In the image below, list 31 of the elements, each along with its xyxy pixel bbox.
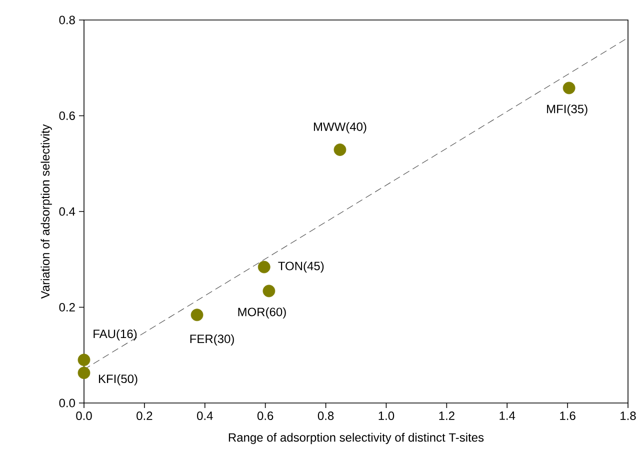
annotation: TON(45) xyxy=(278,261,324,273)
point xyxy=(334,144,346,156)
annotation: MOR(60) xyxy=(238,307,286,319)
annotation: MFI(35) xyxy=(547,104,588,116)
y-axis-title: Variation of adsorption selectivity xyxy=(40,124,52,299)
x-tick-label: 0.0 xyxy=(76,412,92,420)
x-tick-label: 0.6 xyxy=(257,412,274,420)
point xyxy=(78,366,90,380)
x-tick-label: 0.2 xyxy=(136,412,152,420)
x-tick-label: 1.8 xyxy=(620,412,636,420)
point xyxy=(562,82,576,94)
point xyxy=(78,354,90,366)
annotation: FAU(16) xyxy=(94,329,137,340)
x-axis-title: Range of adsorption selectivity of distinct T-sites xyxy=(228,432,484,444)
annotation: FER(30) xyxy=(190,334,234,346)
annotation: MWW(40) xyxy=(314,122,366,134)
y-tick-label: 0.6 xyxy=(59,112,75,120)
y-tick-label: 0.4 xyxy=(59,207,76,216)
x-tick-label: 0.4 xyxy=(197,412,213,420)
x-tick-label: 1.4 xyxy=(500,412,516,420)
point xyxy=(190,308,204,322)
point xyxy=(258,260,270,274)
y-tick-label: 0.2 xyxy=(59,303,75,312)
annotation: KFI(50) xyxy=(98,374,138,386)
x-tick-label: 1.0 xyxy=(378,412,394,420)
x-tick-label: 1.2 xyxy=(439,412,454,420)
x-tick-label: 0.8 xyxy=(318,412,334,420)
y-tick-label: 0.8 xyxy=(59,16,75,24)
y-tick-label: 0.0 xyxy=(59,398,76,408)
point xyxy=(262,284,276,298)
x-tick-label: 1.6 xyxy=(560,412,576,420)
